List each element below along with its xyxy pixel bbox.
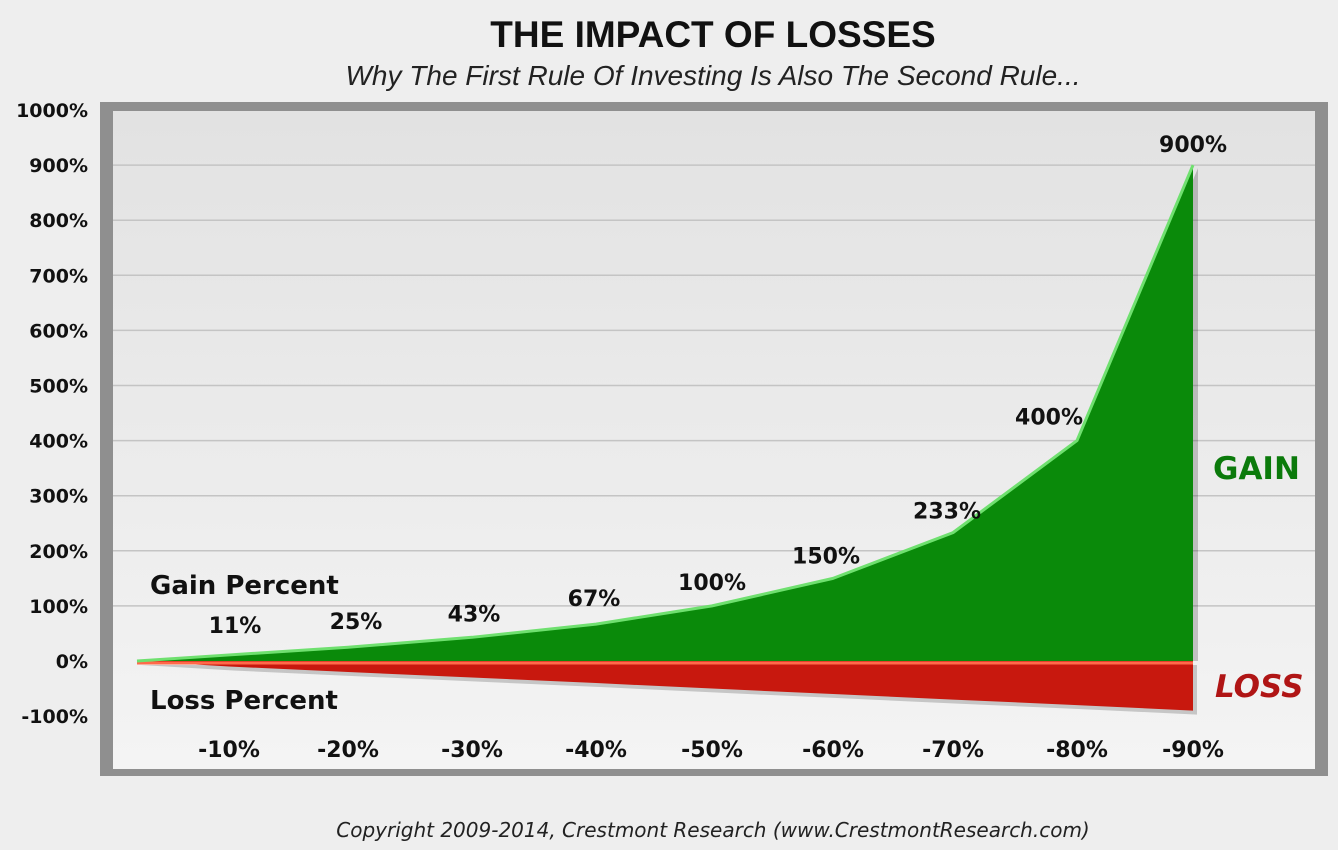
x-category-label: -90%: [1162, 738, 1224, 763]
gain-data-label: 233%: [913, 500, 981, 525]
chart-title: THE IMPACT OF LOSSES: [490, 14, 936, 55]
loss-side-label: LOSS: [1215, 669, 1304, 705]
gain-series-label: Gain Percent: [150, 571, 339, 601]
gain-data-label: 43%: [448, 602, 501, 627]
gain-side-label: GAIN: [1213, 451, 1300, 487]
chart-subtitle: Why The First Rule Of Investing Is Also …: [345, 60, 1081, 91]
loss-series-label: Loss Percent: [150, 686, 338, 716]
y-tick-label: 200%: [29, 541, 88, 563]
gain-data-label: 150%: [792, 544, 860, 569]
x-category-label: -50%: [681, 738, 743, 763]
y-tick-label: 100%: [29, 596, 88, 618]
gain-data-label: 67%: [568, 587, 621, 612]
y-tick-label: 400%: [29, 431, 88, 453]
gain-area: [137, 165, 1193, 661]
x-axis-categories: -10% -20% -30% -40% -50% -60% -70% -80% -90%: [198, 738, 1224, 763]
gain-data-labels: 11% 25% 43% 67% 100% 150% 233% 400% 900%: [209, 133, 1227, 639]
x-category-label: -30%: [441, 738, 503, 763]
y-tick-label: 600%: [29, 320, 88, 342]
y-tick-label: 500%: [29, 376, 88, 398]
y-tick-label: 1000%: [16, 100, 88, 122]
y-tick-label: 0%: [56, 651, 88, 673]
x-category-label: -60%: [802, 738, 864, 763]
y-axis-ticks: -100% 0% 100% 200% 300% 400% 500% 600% 700% 800% 9…: [16, 100, 88, 728]
y-tick-label: -100%: [21, 706, 88, 728]
x-category-label: -10%: [198, 738, 260, 763]
chart: -100% 0% 100% 200% 300% 400% 500% 600% 700% 800% 9…: [16, 100, 1328, 776]
copyright-text: Copyright 2009-2014, Crestmont Research …: [336, 818, 1090, 842]
y-tick-label: 700%: [29, 265, 88, 287]
gain-data-label: 400%: [1015, 406, 1083, 431]
gain-data-label: 900%: [1159, 133, 1227, 158]
x-category-label: -70%: [922, 738, 984, 763]
x-category-label: -80%: [1046, 738, 1108, 763]
gain-data-label: 11%: [209, 614, 262, 639]
x-category-label: -20%: [317, 738, 379, 763]
y-tick-label: 800%: [29, 210, 88, 232]
gain-data-label: 100%: [678, 571, 746, 596]
chart-areas: [136, 164, 1198, 715]
y-tick-label: 900%: [29, 155, 88, 177]
y-tick-label: 300%: [29, 486, 88, 508]
gain-series-line: [136, 164, 1195, 663]
gain-data-label: 25%: [330, 610, 383, 635]
x-category-label: -40%: [565, 738, 627, 763]
loss-area: [137, 661, 1193, 711]
